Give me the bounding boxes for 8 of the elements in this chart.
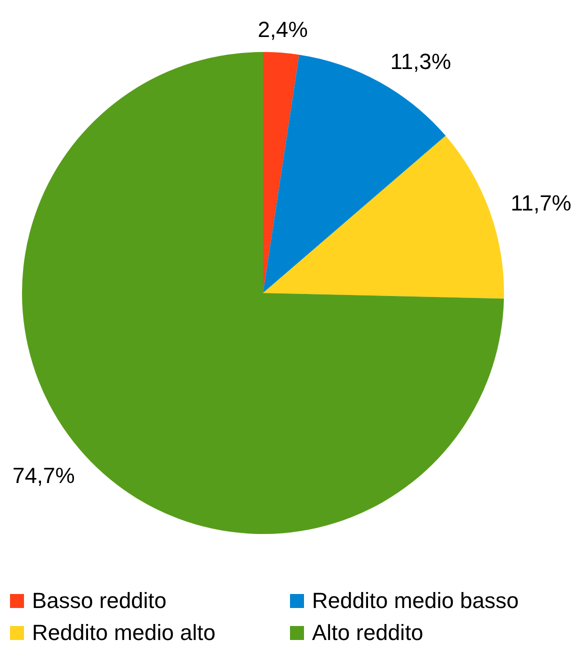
- legend-label: Basso reddito: [32, 588, 167, 614]
- data-label: 74,7%: [12, 462, 75, 488]
- data-label: 11,3%: [390, 48, 452, 74]
- legend-label: Reddito medio alto: [32, 620, 216, 646]
- data-label: 11,7%: [510, 190, 572, 216]
- legend-label: Reddito medio basso: [312, 588, 519, 614]
- legend-label: Alto reddito: [312, 620, 424, 646]
- data-label: 2,4%: [258, 16, 308, 42]
